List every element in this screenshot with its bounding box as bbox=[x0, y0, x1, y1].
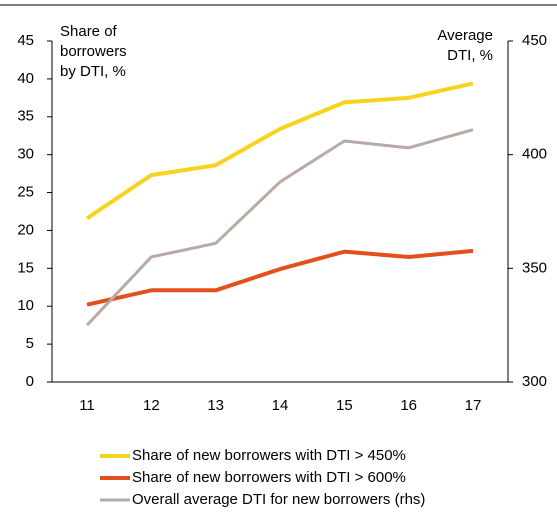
y2-tick-label: 450 bbox=[522, 32, 547, 49]
y-tick-label: 0 bbox=[26, 373, 34, 390]
y-tick-label: 45 bbox=[17, 32, 34, 49]
legend-label: Overall average DTI for new borrowers (r… bbox=[132, 491, 425, 508]
y2-tick-label: 400 bbox=[522, 146, 547, 163]
x-tick-label: 15 bbox=[336, 397, 353, 414]
x-tick-label: 14 bbox=[272, 397, 289, 414]
legend-label: Share of new borrowers with DTI > 450% bbox=[132, 447, 406, 464]
y-axis-label: Share of bbox=[60, 23, 118, 40]
series-line bbox=[85, 128, 474, 327]
x-tick-label: 17 bbox=[465, 397, 482, 414]
series-line bbox=[85, 81, 474, 220]
y-tick-label: 20 bbox=[17, 221, 34, 238]
legend-label: Share of new borrowers with DTI > 600% bbox=[132, 469, 406, 486]
y-axis-label: by DTI, % bbox=[60, 63, 126, 80]
y-tick-label: 5 bbox=[26, 335, 34, 352]
y2-axis-label: DTI, % bbox=[447, 47, 493, 64]
y-tick-label: 10 bbox=[17, 297, 34, 314]
y-tick-label: 40 bbox=[17, 70, 34, 87]
y2-tick-label: 300 bbox=[522, 373, 547, 390]
y-axis-label: borrowers bbox=[60, 43, 127, 60]
x-tick-label: 12 bbox=[143, 397, 160, 414]
x-tick-label: 13 bbox=[207, 397, 224, 414]
y-tick-label: 30 bbox=[17, 146, 34, 163]
series-line bbox=[86, 248, 474, 307]
y-tick-label: 25 bbox=[17, 184, 34, 201]
x-tick-label: 16 bbox=[400, 397, 417, 414]
y2-axis-label: Average bbox=[437, 27, 493, 44]
x-tick-label: 11 bbox=[79, 397, 95, 414]
y-tick-label: 35 bbox=[17, 108, 34, 125]
y2-tick-label: 350 bbox=[522, 259, 547, 276]
y-tick-label: 15 bbox=[17, 259, 34, 276]
